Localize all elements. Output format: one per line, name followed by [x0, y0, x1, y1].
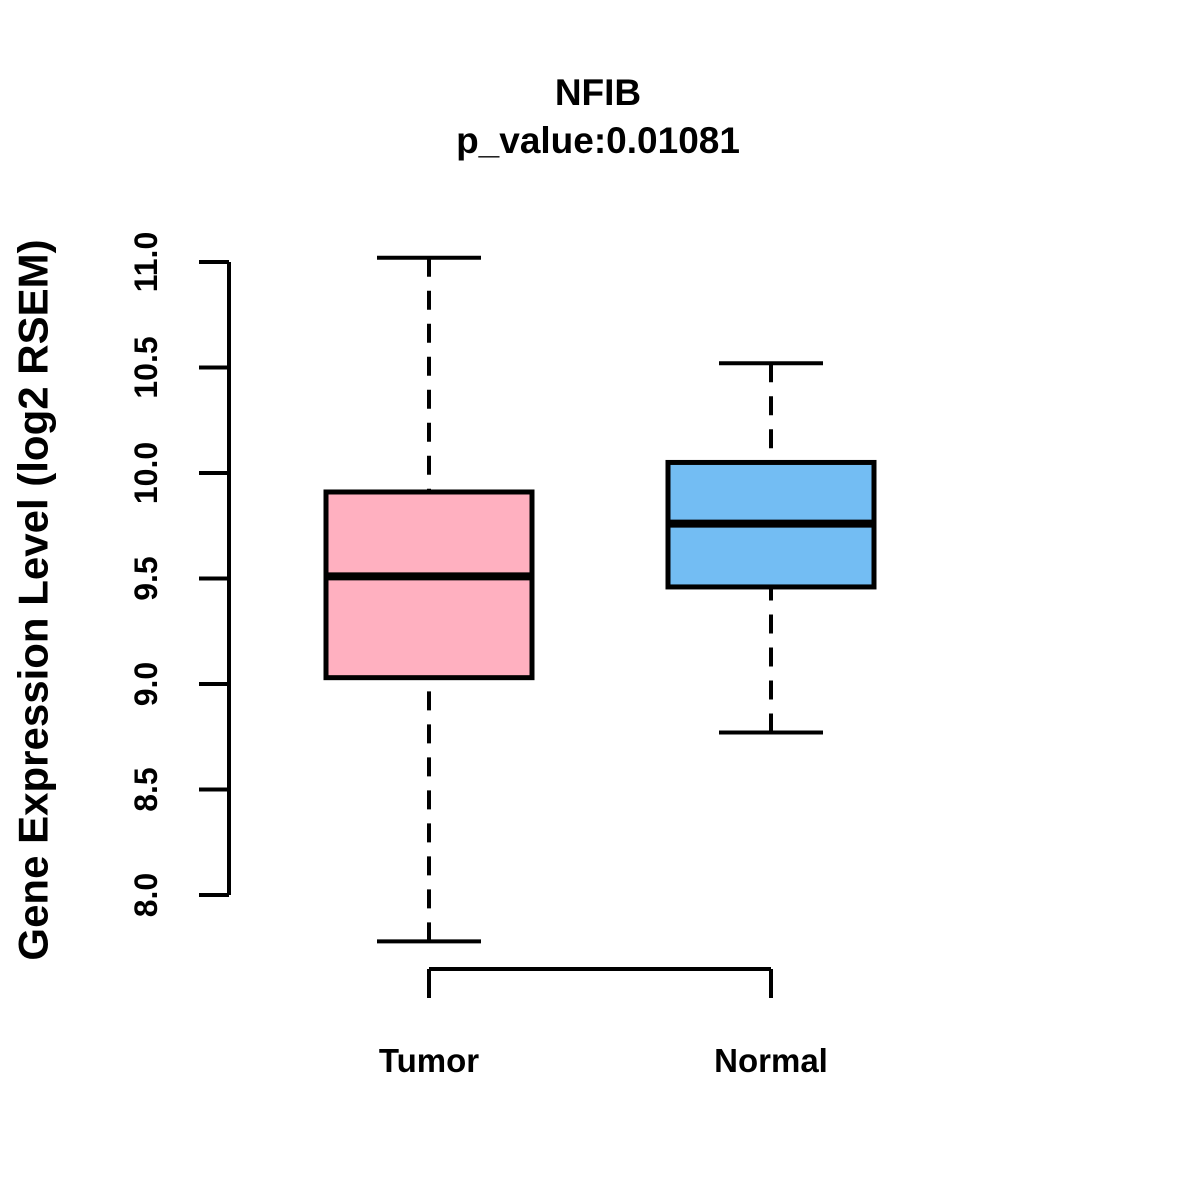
y-axis-title: Gene Expression Level (log2 RSEM) [10, 239, 57, 960]
x-axis-label-normal: Normal [714, 1042, 828, 1079]
box-tumor [323, 489, 535, 681]
y-axis-tick-label: 8.0 [128, 873, 164, 917]
y-axis-tick-label: 9.0 [128, 662, 164, 706]
y-axis-tick-label: 10.5 [128, 336, 164, 398]
chart-title: NFIB [555, 72, 641, 113]
y-axis-tick-label: 11.0 [128, 232, 164, 293]
y-axis-tick-label: 8.5 [128, 767, 164, 811]
y-axis-tick-label: 9.5 [128, 556, 164, 600]
x-axis-label-tumor: Tumor [379, 1042, 479, 1079]
chart-subtitle: p_value:0.01081 [456, 120, 740, 161]
y-axis-tick-label: 10.0 [128, 442, 164, 504]
plot-area: 8.0 8.5 9.0 9.5 10.0 10.5 11.0 Tumor Normal [128, 232, 877, 1079]
